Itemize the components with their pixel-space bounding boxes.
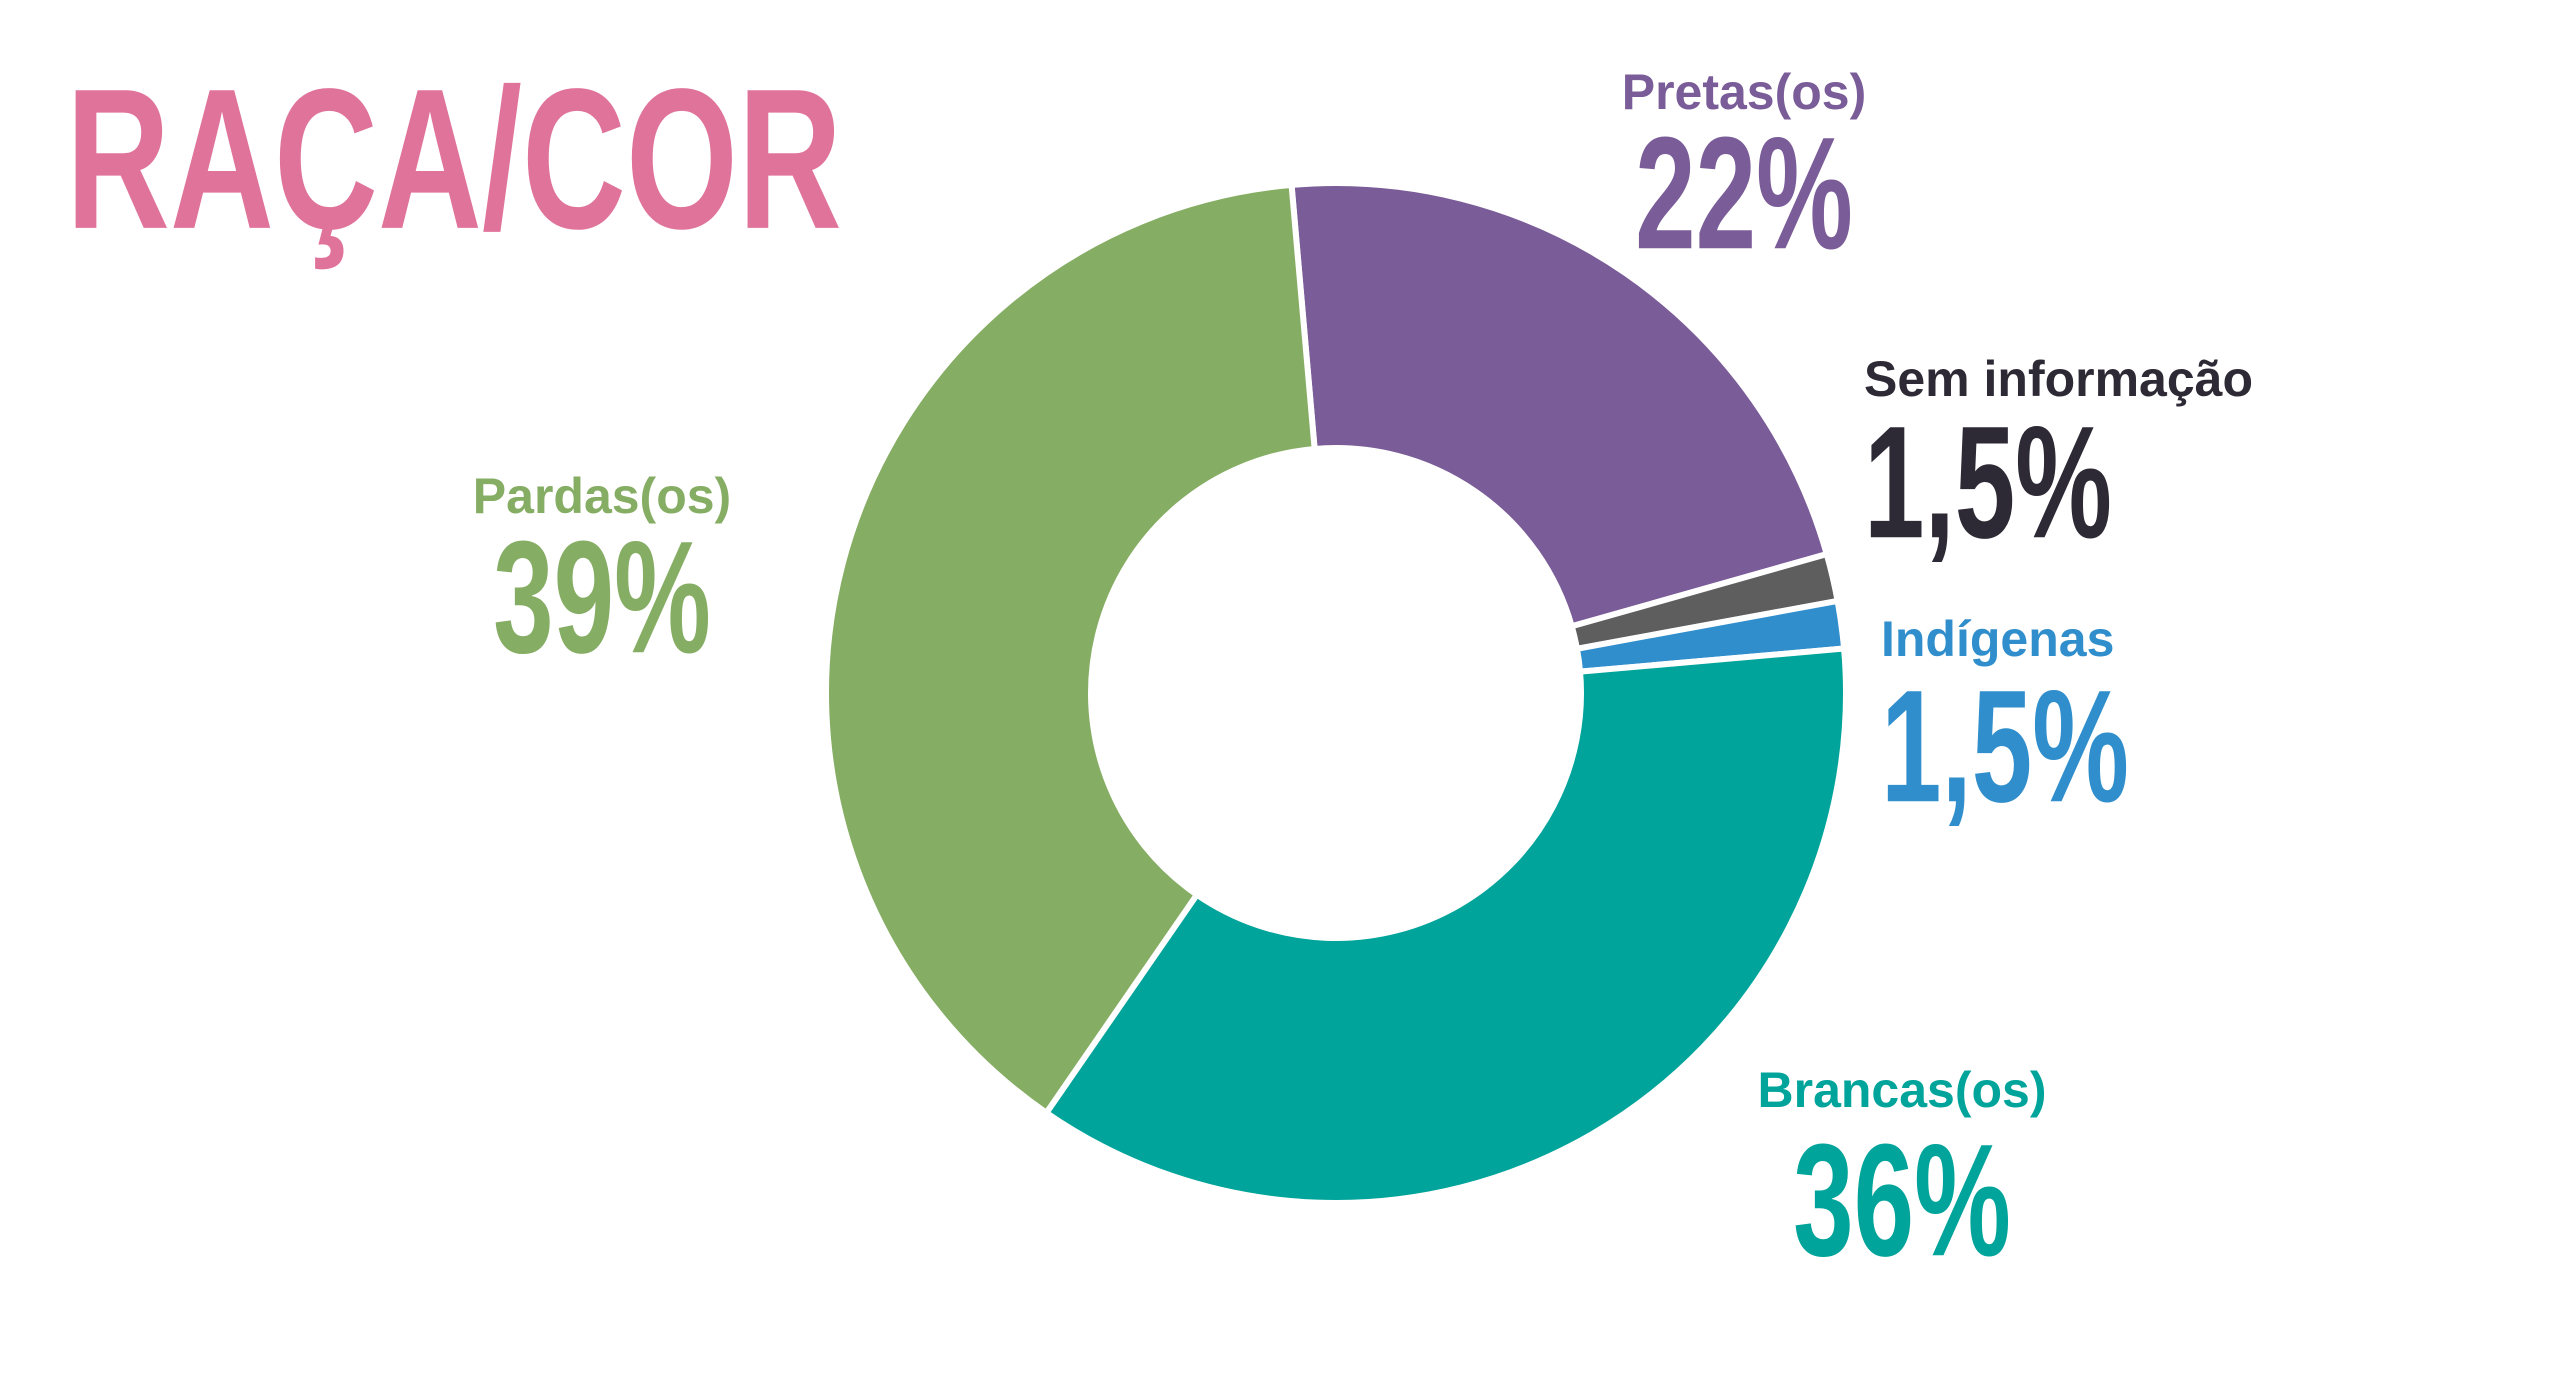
slice-name: Sem informação (1864, 351, 2253, 407)
donut-slice (1288, 180, 1831, 630)
slice-name: Brancas(os) (1758, 1062, 2047, 1118)
slice-name: Pretas(os) (1622, 64, 1867, 120)
slice-value: 1,5% (1864, 392, 2112, 571)
donut-slice (823, 181, 1318, 1117)
slice-value: 1,5% (1881, 656, 2129, 835)
slice-name: Indígenas (1881, 611, 2114, 667)
slice-name: Pardas(os) (473, 468, 731, 524)
slice-value: 36% (1793, 1110, 2011, 1289)
donut-slice (1042, 645, 1849, 1206)
slice-value: 22% (1635, 103, 1853, 282)
chart-title: RAÇA/COR (66, 46, 842, 270)
slice-value: 39% (493, 507, 711, 686)
